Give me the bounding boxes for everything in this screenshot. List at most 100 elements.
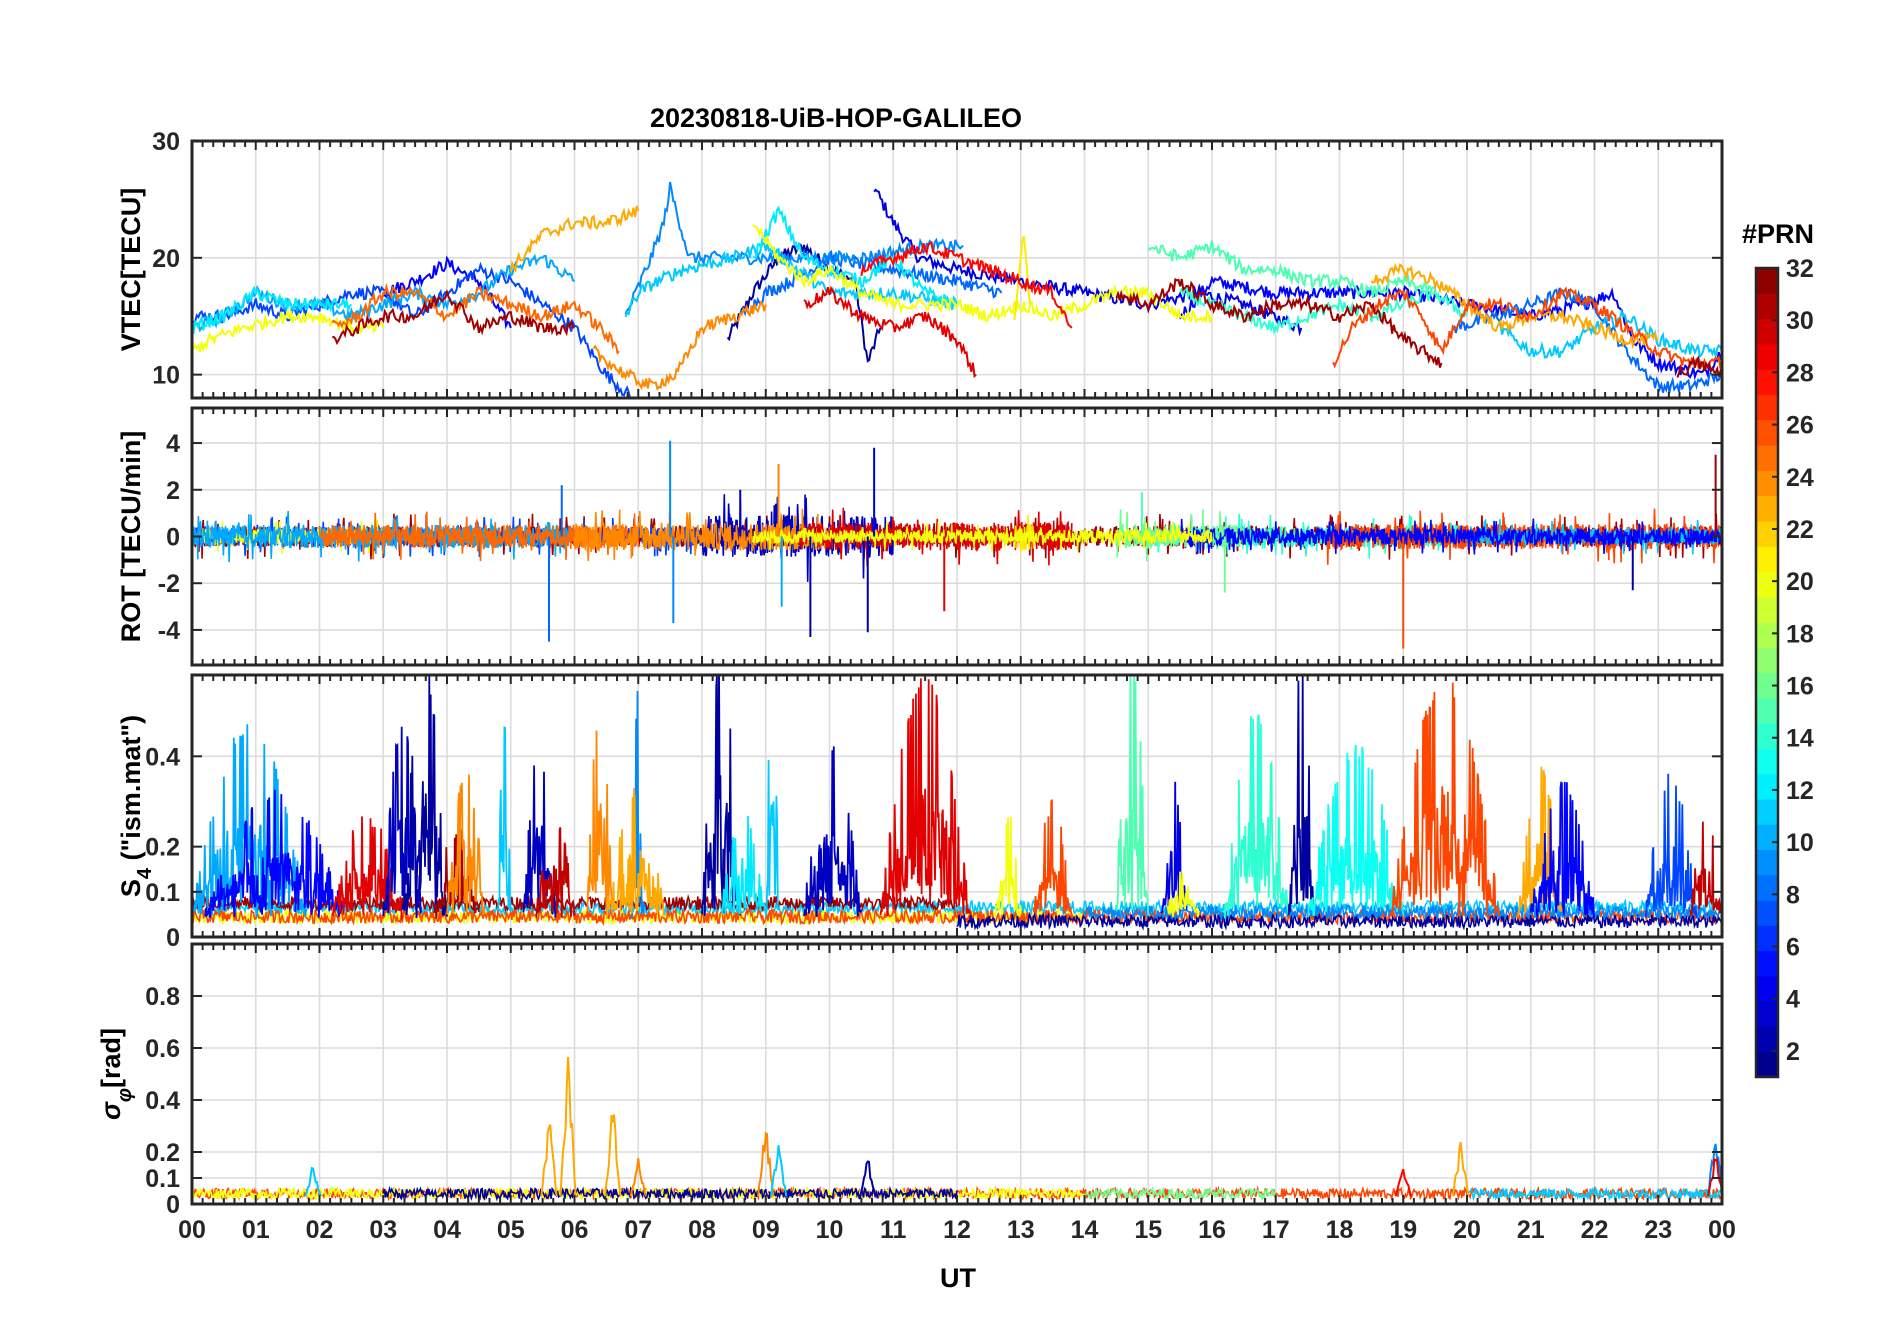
colorbar-swatch <box>1756 824 1778 851</box>
y-tick-label: 0.4 <box>145 1087 180 1115</box>
x-tick-label: 02 <box>306 1216 334 1244</box>
vtec-series-prn-23 <box>509 205 640 274</box>
rot-series-prn-29 <box>796 507 1073 567</box>
colorbar-swatch <box>1756 495 1778 522</box>
x-tick-label: 19 <box>1389 1216 1417 1244</box>
s4-series-prn-5 <box>204 789 346 919</box>
vtec-series-prn-14 <box>1179 286 1468 336</box>
colorbar-tick-label: 6 <box>1786 934 1800 962</box>
s4-series-prn-11 <box>497 725 512 912</box>
sigma-spike-prn-11 <box>769 1145 788 1197</box>
colorbar-swatch <box>1756 697 1778 724</box>
x-tick-label: 04 <box>433 1216 461 1244</box>
sigma-spike-prn-2 <box>859 1160 877 1197</box>
s4-series-prn-13 <box>1306 744 1405 918</box>
colorbar-swatch <box>1756 748 1778 775</box>
vtec-series-prn-28 <box>860 240 1073 329</box>
colorbar-swatch <box>1756 647 1778 674</box>
s4-series-prn-24 <box>446 774 487 916</box>
x-tick-label: 21 <box>1517 1216 1545 1244</box>
s4-series-prn-15 <box>1115 675 1150 916</box>
x-tick-label: 20 <box>1453 1216 1481 1244</box>
x-tick-label: 06 <box>561 1216 589 1244</box>
sigma-spike-prn-11 <box>304 1166 322 1197</box>
colorbar-swatch <box>1756 470 1778 497</box>
colorbar-swatch <box>1756 874 1778 901</box>
y-tick-label: 0 <box>166 924 180 952</box>
x-tick-label: 01 <box>242 1216 270 1244</box>
colorbar-swatch <box>1756 444 1778 471</box>
sigma-spike-prn-23 <box>540 1124 558 1197</box>
colorbar-tick-label: 20 <box>1786 568 1814 596</box>
panel-4: 00.10.2 0.4 0.6 0.8 σφ[rad] 00 01 02 03 04 05 06 07 0… <box>96 942 1736 1244</box>
data-layer <box>192 440 1722 649</box>
s4-series-prn-7 <box>1644 773 1698 919</box>
y-label-sub: φ <box>114 1088 136 1102</box>
x-tick-label: 13 <box>1007 1216 1035 1244</box>
vtec-series-prn-2 <box>726 242 882 363</box>
vtec-series-prn-7 <box>192 261 632 398</box>
colorbar-swatch <box>1756 1001 1778 1028</box>
y-label-rest: ("ism.mat") <box>116 715 146 868</box>
s4-series-prn-30 <box>535 827 576 918</box>
rot-series-prn-16 <box>1115 509 1245 562</box>
colorbar-tick-label: 28 <box>1786 359 1814 387</box>
colorbar-tick-label: 22 <box>1786 516 1814 544</box>
rot-series-prn-5 <box>1179 518 1722 555</box>
colorbar-swatch <box>1756 925 1778 952</box>
s4-series-prn-30 <box>1689 821 1722 918</box>
colorbar-title: #PRN <box>1742 219 1814 249</box>
colorbar-tick-label: 12 <box>1786 777 1814 805</box>
colorbar-swatch <box>1756 1026 1778 1053</box>
y-tick-label: 0.1 <box>145 1165 180 1193</box>
x-tick-label: 10 <box>816 1216 844 1244</box>
x-axis-label: UT <box>940 1263 976 1293</box>
x-tick-label: 22 <box>1581 1216 1609 1244</box>
colorbar-swatch <box>1756 672 1778 699</box>
colorbar-tick-label: 4 <box>1786 986 1800 1014</box>
y-tick-label: -2 <box>158 570 180 598</box>
colorbar-tick-label: 14 <box>1786 725 1814 753</box>
s4-series-prn-3 <box>803 746 863 917</box>
colorbar-tick-label: 8 <box>1786 881 1800 909</box>
vtec-series-prn-31 <box>1676 355 1722 378</box>
colorbar-tick-label: 2 <box>1786 1038 1800 1066</box>
x-tick-label: 00 <box>178 1216 206 1244</box>
rot-series-prn-21 <box>1013 515 1035 552</box>
colorbar-swatch <box>1756 520 1778 547</box>
s4-series-prn-2 <box>401 676 448 917</box>
x-tick-label: 05 <box>497 1216 525 1244</box>
y-tick-label: -4 <box>158 617 180 645</box>
colorbar-swatch <box>1756 268 1778 294</box>
x-tick-label: 15 <box>1134 1216 1162 1244</box>
colorbar-tick-label: 24 <box>1786 464 1814 492</box>
x-tick-label: 23 <box>1644 1216 1672 1244</box>
colorbar-swatch <box>1756 596 1778 623</box>
panel-1: 10 20 30 VTEC[TECU] <box>116 128 1724 400</box>
y-tick-label: 0 <box>166 1191 180 1219</box>
x-tick-label: 18 <box>1326 1216 1354 1244</box>
colorbar-swatch <box>1756 950 1778 977</box>
figure-title: 20230818-UiB-HOP-GALILEO <box>650 103 1022 133</box>
sigma-spike-prn-28 <box>1394 1168 1412 1197</box>
colorbar-swatch <box>1756 723 1778 749</box>
s4-series-prn-20 <box>1166 871 1201 918</box>
x-tick-label: 11 <box>880 1216 907 1244</box>
colorbar-swatch <box>1756 394 1778 421</box>
colorbar-swatch <box>1756 293 1778 320</box>
y-tick-label: 0 <box>166 524 180 552</box>
vtec-series-prn-4 <box>873 188 1303 337</box>
x-tick-label: 12 <box>943 1216 971 1244</box>
vtec-series-prn-21 <box>1013 235 1032 321</box>
y-label-main: S <box>116 879 146 897</box>
rot-series-prn-24 <box>573 508 831 562</box>
s4-series-prn-5 <box>1529 781 1596 918</box>
colorbar-swatch <box>1756 571 1778 598</box>
colorbar-swatch <box>1756 975 1778 1002</box>
sigma-spike-prn-23 <box>604 1114 622 1197</box>
colorbar-tick-label: 32 <box>1786 255 1814 283</box>
y-tick-label: 0.2 <box>145 1139 180 1167</box>
sigma-baseline-prn-16 <box>1083 1186 1276 1202</box>
